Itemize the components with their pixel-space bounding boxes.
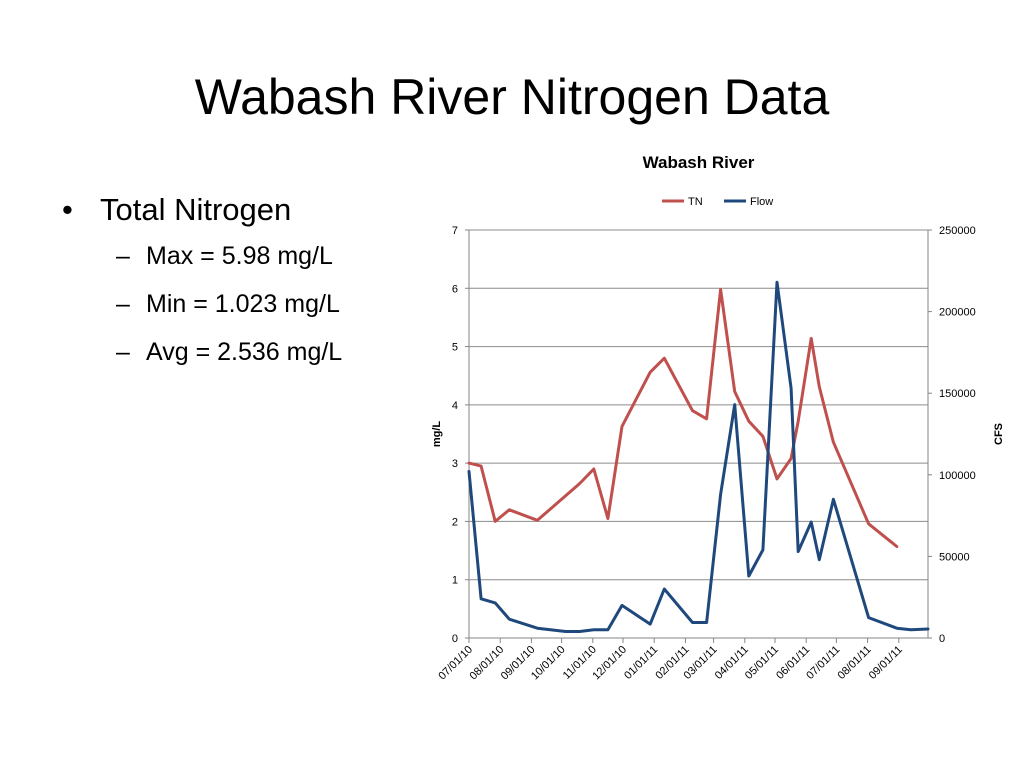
chart-title: Wabash River [643,153,755,172]
line-chart: Wabash River TN Flow 0 1 2 3 4 5 6 7 0 50000 100000 15… [431,153,1005,682]
y2-axis-label: CFS [993,423,1005,445]
slide-title: Wabash River Nitrogen Data [194,69,830,125]
sub-bullet-text: Min = 1.023 mg/L [146,290,340,318]
sub-bullet-text: Max = 5.98 mg/L [146,242,333,270]
bullet-list: • Total Nitrogen – Max = 5.98 mg/L – Min… [58,188,418,376]
x-tick-label: 07/01/11 [804,644,842,682]
x-tick-label: 01/01/11 [622,644,660,682]
legend-label-flow: Flow [750,196,773,208]
series-line-flow [467,280,930,633]
legend-label-tn: TN [688,196,703,208]
x-tick-label: 08/01/11 [836,644,874,682]
sub-bullet-mark: – [116,290,130,318]
sub-bullet-text: Avg = 2.536 mg/L [146,338,343,366]
y-tick-label: 2 [452,516,458,528]
y2-tick-label: 200000 [939,307,976,319]
y-tick-label: 5 [452,342,458,354]
bullet-mark: • [62,192,73,227]
y-tick-label: 6 [452,283,458,295]
bullet-item: • Total Nitrogen [58,188,418,232]
y-tick-label: 0 [452,633,458,645]
series-line-tn [467,288,899,548]
sub-bullet-item: – Max = 5.98 mg/L [58,232,418,280]
x-tick-label: 05/01/11 [743,644,781,682]
y2-tick-label: 150000 [939,388,976,400]
sub-bullet-mark: – [116,242,130,270]
y-tick-label: 3 [452,458,458,470]
bullet-text: Total Nitrogen [100,192,292,227]
y2-tick-label: 0 [939,633,945,645]
y2-tick-label: 250000 [939,225,976,237]
y-tick-label: 4 [452,400,458,412]
y-axis-label: mg/L [431,421,443,448]
sub-bullet-item: – Min = 1.023 mg/L [58,280,418,328]
y-tick-label: 1 [452,575,458,587]
sub-bullet-item: – Avg = 2.536 mg/L [58,328,418,376]
y2-tick-label: 50000 [939,551,970,563]
x-tick-label: 09/01/11 [867,644,905,682]
y-tick-label: 7 [452,225,458,237]
y2-tick-label: 100000 [939,470,976,482]
sub-bullet-mark: – [116,338,130,366]
